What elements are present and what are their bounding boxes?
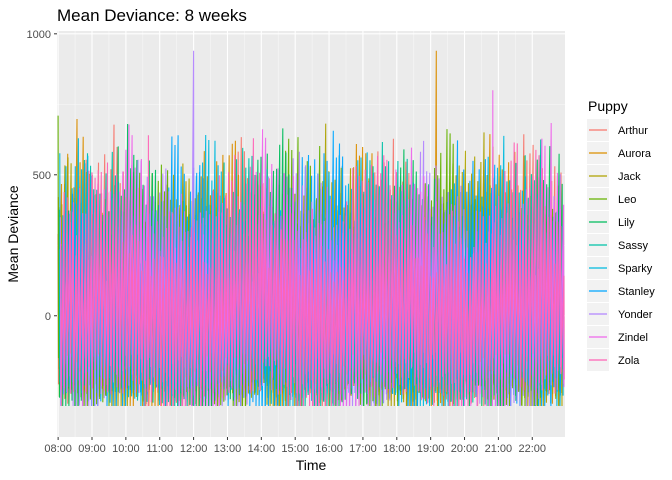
x-tick-label: 13:00: [214, 443, 242, 455]
x-tick-label: 14:00: [248, 443, 276, 455]
y-tick-label: 0: [45, 311, 51, 323]
y-axis-title: Mean Deviance: [5, 185, 21, 282]
legend-label-zindel: Zindel: [618, 332, 648, 344]
chart-title: Mean Deviance: 8 weeks: [57, 6, 247, 25]
x-axis: 08:00 09:00 10:00 11:00 12:00 13:00 14:00 15:00…: [44, 437, 546, 455]
x-axis-title: Time: [296, 457, 327, 473]
x-tick-label: 18:00: [383, 443, 411, 455]
x-tick-label: 12:00: [180, 443, 208, 455]
legend-label-sparky: Sparky: [618, 263, 653, 275]
series-line-zola: [60, 135, 565, 407]
x-tick-label: 16:00: [315, 443, 343, 455]
legend: Puppy Arthur Aurora Jack Leo Lily Sassy Sparky…: [587, 98, 655, 371]
x-tick-label: 20:00: [451, 443, 479, 455]
legend-label-yonder: Yonder: [618, 309, 653, 321]
y-tick-label: 1000: [27, 29, 51, 41]
x-tick-label: 11:00: [146, 443, 173, 455]
legend-label-aurora: Aurora: [618, 148, 652, 160]
x-tick-label: 22:00: [518, 443, 546, 455]
x-tick-label: 08:00: [44, 443, 72, 455]
y-axis: 0 500 1000: [27, 29, 57, 323]
x-tick-label: 09:00: [78, 443, 106, 455]
x-tick-label: 19:00: [417, 443, 445, 455]
x-tick-label: 15:00: [281, 443, 309, 455]
legend-label-stanley: Stanley: [618, 286, 655, 298]
x-tick-label: 10:00: [112, 443, 140, 455]
legend-label-sassy: Sassy: [618, 240, 648, 252]
x-tick-label: 17:00: [349, 443, 377, 455]
legend-label-zola: Zola: [618, 355, 640, 367]
legend-title: Puppy: [588, 98, 628, 114]
y-tick-label: 500: [33, 170, 51, 182]
legend-label-jack: Jack: [618, 171, 641, 183]
x-tick-label: 21:00: [485, 443, 513, 455]
legend-label-arthur: Arthur: [618, 125, 648, 137]
legend-label-leo: Leo: [618, 194, 636, 206]
legend-label-lily: Lily: [618, 217, 635, 229]
series-lines: [57, 50, 565, 407]
